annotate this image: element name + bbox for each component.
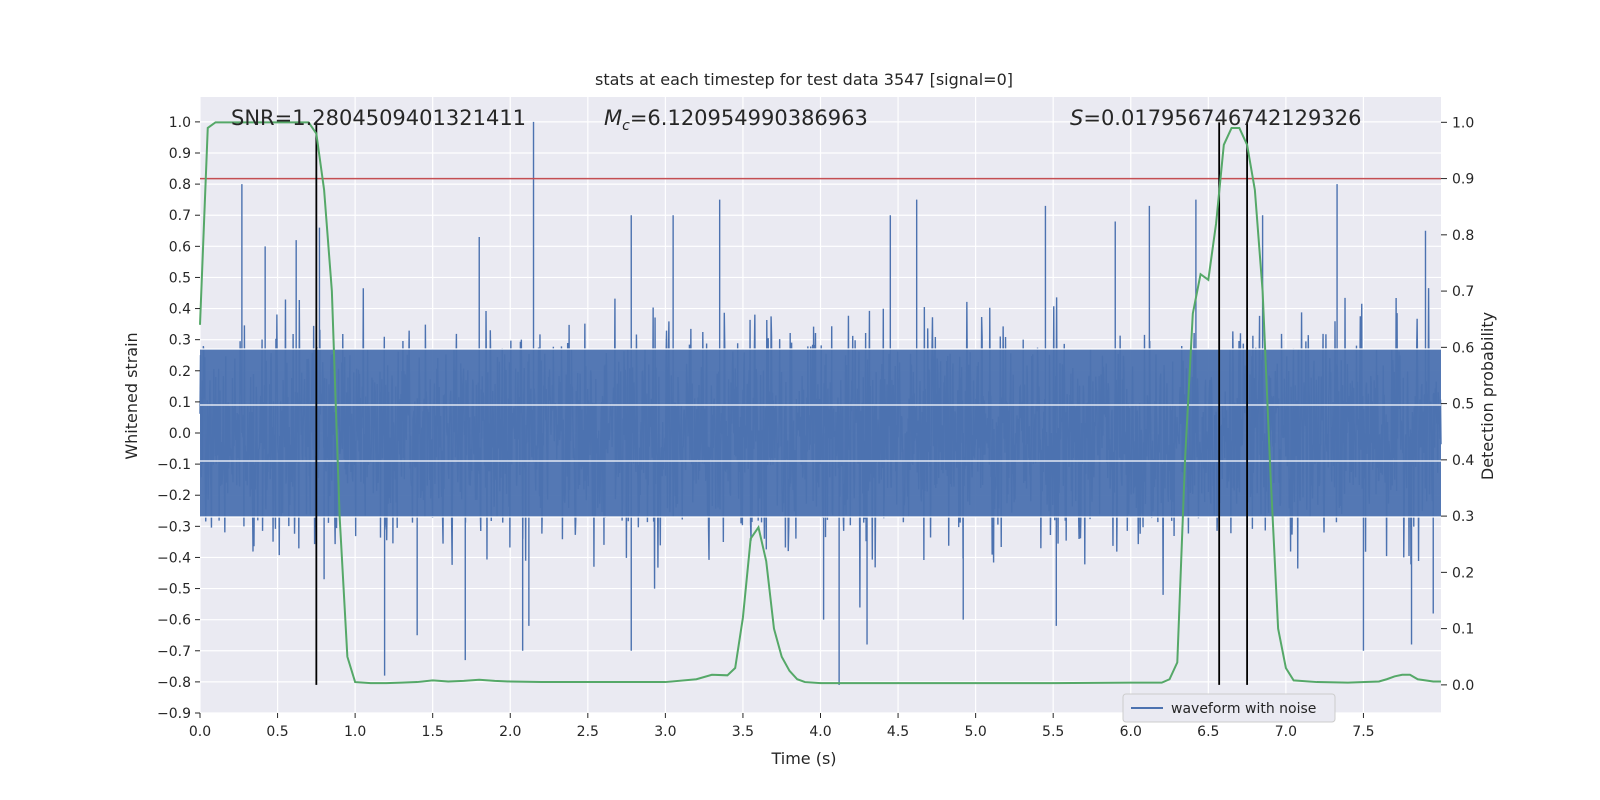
y-right-tick-label: 0.4 (1452, 453, 1474, 469)
x-tick-label: 7.0 (1275, 724, 1297, 740)
y-left-tick-label: −0.1 (157, 457, 191, 473)
y-left-tick-label: −0.5 (157, 582, 191, 598)
y-left-tick-label: 1.0 (169, 115, 191, 131)
y-right-tick-label: 0.8 (1452, 228, 1474, 244)
y-left-tick-label: 0.6 (169, 239, 191, 255)
y-left-tick-label: 0.1 (169, 395, 191, 411)
y-right-tick-label: 0.5 (1452, 397, 1474, 413)
waveform-layer (199, 121, 1442, 685)
s-value: =0.017956746742129326 (1083, 106, 1361, 130)
y-left-tick-label: 0.9 (169, 146, 191, 162)
y-left-tick-label: 0.3 (169, 333, 191, 349)
y-right-tick-label: 1.0 (1452, 115, 1474, 131)
x-tick-label: 4.0 (809, 724, 831, 740)
y-right-tick-label: 0.1 (1452, 622, 1474, 638)
y-left-tick-label: 0.5 (169, 270, 191, 286)
waveform-core-band (200, 349, 1441, 517)
x-tick-label: 2.5 (577, 724, 599, 740)
s-annotation: S=0.017956746742129326 (1070, 106, 1361, 130)
x-tick-label: 5.0 (964, 724, 986, 740)
y-left-tick-label: −0.2 (157, 488, 191, 504)
y-right-tick-label: 0.7 (1452, 284, 1474, 300)
overlay-layer (199, 121, 1441, 685)
y-right-tick-label: 0.3 (1452, 509, 1474, 525)
x-tick-label: 6.5 (1197, 724, 1219, 740)
chart-title: stats at each timestep for test data 354… (595, 70, 1013, 89)
snr-annotation: SNR=1.2804509401321411 (231, 106, 526, 130)
x-tick-label: 7.5 (1352, 724, 1374, 740)
x-tick-label: 0.5 (266, 724, 288, 740)
y-left-tick-label: −0.6 (157, 613, 191, 629)
mc-symbol: M (604, 106, 622, 130)
y-left-tick-label: 0.2 (169, 364, 191, 380)
legend-box (1122, 693, 1336, 723)
y-axis-label-right: Detection probability (1478, 312, 1497, 480)
mc-subscript: c (622, 118, 630, 134)
x-tick-label: 3.0 (654, 724, 676, 740)
y-right-tick-label: 0.2 (1452, 565, 1474, 581)
y-right-tick-label: 0.0 (1452, 678, 1474, 694)
mc-annotation: Mc=6.120954990386963 (604, 106, 868, 134)
legend: waveform with noise (1122, 693, 1336, 723)
y-left-tick-label: −0.9 (157, 706, 191, 722)
y-axis-label-left: Whitened strain (122, 332, 141, 459)
y-left-tick-label: 0.7 (169, 208, 191, 224)
x-tick-label: 3.5 (732, 724, 754, 740)
x-tick-label: 2.0 (499, 724, 521, 740)
x-axis-label: Time (s) (770, 749, 836, 768)
x-tick-label: 0.0 (189, 724, 211, 740)
axes-layer: 0.0 0.5 1.0 1.5 2.0 2.5 3.0 3.5 4.0 4.5 5.0 5.5 6.0 6… (157, 115, 1474, 740)
y-left-tick-label: −0.7 (157, 644, 191, 660)
s-symbol: S (1070, 106, 1083, 130)
y-left-tick-label: 0.4 (169, 302, 191, 318)
y-left-tick-label: 0.8 (169, 177, 191, 193)
x-tick-label: 1.5 (422, 724, 444, 740)
x-tick-label: 5.5 (1042, 724, 1064, 740)
y-left-tick-label: −0.4 (157, 550, 191, 566)
y-right-tick-label: 0.9 (1452, 172, 1474, 188)
mc-value: =6.120954990386963 (630, 106, 868, 130)
legend-label: waveform with noise (1171, 701, 1316, 717)
x-tick-label: 6.0 (1120, 724, 1142, 740)
y-left-tick-label: −0.3 (157, 519, 191, 535)
y-left-tick-label: 0.0 (169, 426, 191, 442)
detection-probability-line (199, 121, 1441, 685)
x-tick-label: 1.0 (344, 724, 366, 740)
y-right-tick-label: 0.6 (1452, 340, 1474, 356)
y-left-tick-label: −0.8 (157, 675, 191, 691)
x-tick-label: 4.5 (887, 724, 909, 740)
